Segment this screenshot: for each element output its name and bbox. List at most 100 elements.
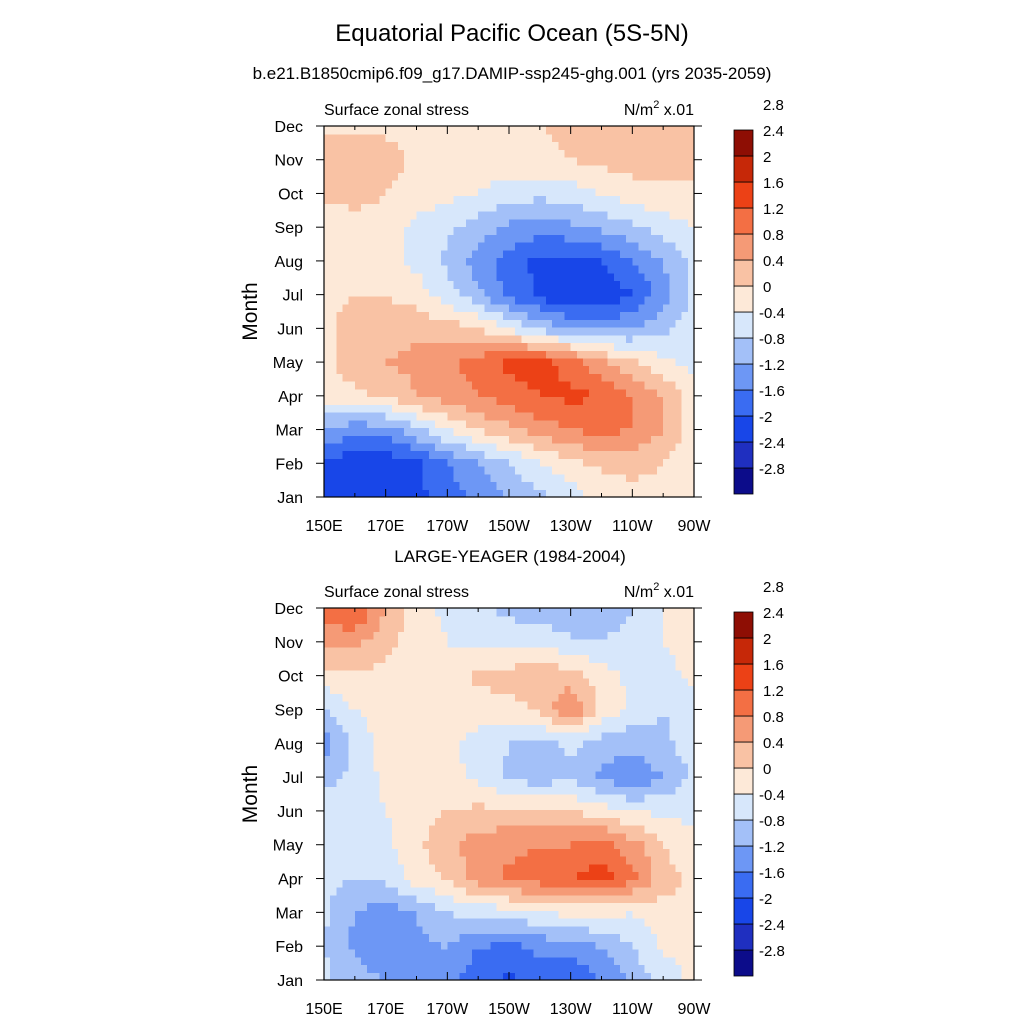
field-cell <box>428 739 436 749</box>
field-cell <box>324 848 331 857</box>
field-cell <box>416 910 424 919</box>
field-cell <box>576 458 584 467</box>
field-cell <box>552 195 559 204</box>
field-cell <box>632 164 640 173</box>
field-cell <box>416 925 424 935</box>
field-cell <box>404 910 411 919</box>
field-cell <box>354 280 362 289</box>
field-cell <box>509 211 516 220</box>
field-cell <box>373 156 381 166</box>
field-cell <box>361 272 368 282</box>
field-cell <box>509 373 516 382</box>
field-cell <box>367 187 374 197</box>
field-cell <box>496 164 504 173</box>
field-cell <box>398 871 405 880</box>
field-cell <box>583 770 590 780</box>
field-cell <box>558 809 566 818</box>
field-cell <box>521 296 529 305</box>
field-cell <box>379 739 387 749</box>
field-cell <box>657 272 664 282</box>
field-cell <box>583 265 590 274</box>
field-cell <box>558 164 566 173</box>
field-cell <box>546 319 553 328</box>
field-cell <box>515 249 522 258</box>
x-tick-label: 110W <box>612 518 654 535</box>
field-cell <box>428 373 436 382</box>
field-cell <box>416 817 424 826</box>
field-cell <box>465 419 473 429</box>
field-cell <box>336 473 344 483</box>
field-cell <box>324 126 331 135</box>
field-cell <box>515 910 522 919</box>
field-cell <box>595 350 603 359</box>
field-cell <box>379 458 387 467</box>
field-cell <box>435 450 442 459</box>
field-cell <box>435 925 442 935</box>
field-cell <box>595 972 603 981</box>
field-cell <box>324 473 331 483</box>
field-cell <box>632 257 640 266</box>
field-cell <box>558 747 566 756</box>
field-cell <box>324 817 331 826</box>
field-cell <box>626 825 633 834</box>
field-cell <box>657 218 664 228</box>
field-cell <box>330 724 337 733</box>
field-cell <box>354 848 362 857</box>
field-cell <box>589 195 596 204</box>
field-cell <box>632 887 640 896</box>
field-cell <box>576 879 584 888</box>
field-cell <box>342 280 350 289</box>
field-cell <box>533 910 541 919</box>
field-cell <box>546 856 553 865</box>
field-cell <box>675 187 683 197</box>
field-cell <box>644 848 652 857</box>
field-cell <box>589 218 596 228</box>
field-cell <box>527 473 535 483</box>
field-cell <box>465 133 473 143</box>
field-cell <box>626 249 633 258</box>
field-cell <box>607 466 615 475</box>
field-cell <box>583 326 590 336</box>
field-cell <box>657 381 664 390</box>
field-cell <box>453 296 461 305</box>
field-cell <box>324 381 331 390</box>
field-cell <box>607 303 615 313</box>
field-cell <box>533 203 541 212</box>
field-cell <box>404 925 411 935</box>
field-cell <box>490 373 498 382</box>
field-cell <box>354 241 362 251</box>
field-cell <box>379 794 387 803</box>
field-cell <box>650 396 658 405</box>
field-cell <box>515 381 522 390</box>
field-cell <box>324 832 331 842</box>
field-cell <box>379 326 387 336</box>
field-cell <box>472 450 479 459</box>
field-cell <box>533 156 541 166</box>
field-cell <box>496 381 504 390</box>
field-cell <box>675 319 683 328</box>
field-cell <box>453 218 461 228</box>
field-cell <box>539 126 547 135</box>
field-cell <box>558 303 566 313</box>
field-cell <box>490 241 498 251</box>
field-cell <box>404 871 411 880</box>
field-cell <box>391 972 399 981</box>
field-cell <box>595 249 603 258</box>
field-cell <box>385 303 393 313</box>
field-cell <box>324 234 331 243</box>
field-cell <box>638 863 646 873</box>
field-cell <box>379 249 387 258</box>
field-cell <box>324 265 331 274</box>
field-cell <box>687 172 695 181</box>
field-cell <box>465 226 473 235</box>
field-cell <box>348 381 356 390</box>
field-cell <box>465 489 473 498</box>
field-cell <box>422 473 430 483</box>
field-cell <box>589 473 596 483</box>
field-cell <box>663 856 670 865</box>
field-cell <box>502 964 510 973</box>
field-cell <box>379 925 387 935</box>
field-cell <box>601 840 609 849</box>
field-cell <box>626 778 633 787</box>
field-cell <box>410 902 418 911</box>
